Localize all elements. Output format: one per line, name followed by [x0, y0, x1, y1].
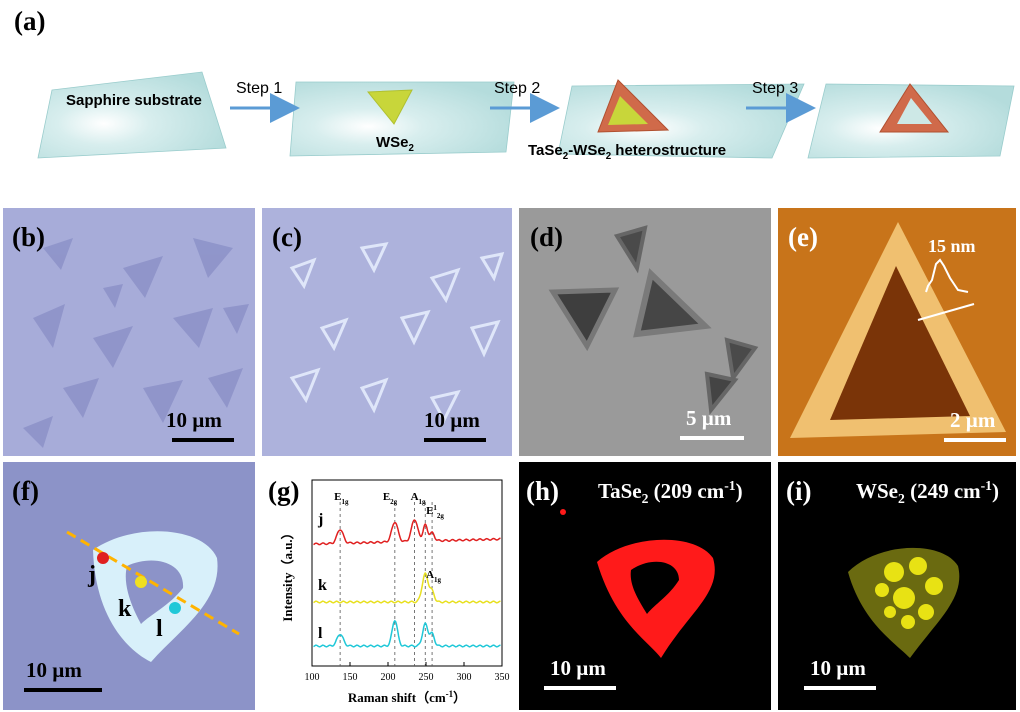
height-profile-line [925, 258, 969, 293]
afm-height-label: 15 nm [928, 236, 976, 256]
point-l-marker [169, 602, 181, 614]
panel-label-g: (g) [268, 476, 300, 506]
point-k-label: k [118, 596, 132, 622]
peak-annotation: E1g [334, 491, 349, 506]
step3-label: Step 3 [752, 80, 799, 97]
step2-label: Step 2 [494, 80, 541, 97]
heterostructure-label: TaSe2-WSe2 heterostructure [528, 142, 727, 162]
wse2-map [848, 547, 960, 658]
scalebar-label-i: 10 µm [810, 656, 866, 680]
scalebar-label-c: 10 µm [424, 408, 480, 432]
scalebar-d [680, 436, 744, 440]
tase2-map [560, 509, 715, 658]
step1-label: Step 1 [236, 80, 283, 97]
panel-b-optical [3, 208, 255, 456]
scalebar-e [944, 438, 1006, 442]
tase2-map-title: TaSe2 (209 cm-1) [598, 478, 743, 507]
panel-label-f: (f) [12, 476, 39, 506]
line-scan-icon [66, 530, 240, 636]
series-j-line [313, 519, 501, 546]
panel-label-d: (d) [530, 222, 563, 252]
panel-i-raman-map [778, 462, 1016, 710]
point-k-marker [135, 576, 147, 588]
panel-label-i: (i) [786, 476, 812, 506]
x-tick-label: 350 [495, 672, 510, 683]
series-label-l: l [318, 625, 323, 642]
scalebar-f [24, 688, 102, 692]
panel-label-c: (c) [272, 222, 302, 252]
scalebar-label-d: 5 µm [686, 406, 732, 430]
peak-annotation: A1g [411, 491, 426, 506]
peak-annotation: E12g [426, 504, 444, 520]
wse2-map-title: WSe2 (249 cm-1) [856, 478, 1000, 507]
scalebar-label-b: 10 µm [166, 408, 222, 432]
panel-label-b: (b) [12, 222, 45, 252]
point-j-marker [97, 552, 109, 564]
panel-h-raman-map [519, 462, 771, 710]
panel-label-h: (h) [526, 476, 559, 506]
scalebar-label-e: 2 µm [950, 408, 996, 432]
panel-label-a: (a) [14, 6, 46, 36]
point-j-label: j [88, 562, 96, 588]
flake-f [66, 530, 240, 662]
scalebar-label-f: 10 µm [26, 658, 82, 682]
series-k-line [313, 571, 501, 604]
flakes-b [23, 238, 249, 448]
plot-frame [311, 479, 503, 667]
afm-image [790, 222, 1006, 438]
raman-chart: 100 150 200 250 300 350 j k l E1g E2g A1gE12gA1… [280, 479, 510, 705]
scalebar-b [172, 438, 234, 442]
x-tick-label: 300 [457, 672, 472, 683]
x-tick-label: 150 [343, 672, 358, 683]
series-l-line [313, 619, 501, 648]
panel-e-afm [778, 208, 1016, 456]
series-label-k: k [318, 577, 327, 594]
scalebar-c [424, 438, 486, 442]
profile-cut-line [917, 303, 975, 321]
x-tick-label: 250 [419, 672, 434, 683]
scalebar-i [804, 686, 876, 690]
point-l-label: l [156, 616, 163, 642]
panel-label-e: (e) [788, 222, 818, 252]
sem-flakes [548, 225, 759, 416]
schematic-diagram [37, 71, 1015, 159]
x-axis-label: Raman shift（cm-1） [348, 689, 466, 705]
flakes-c [289, 242, 505, 424]
peak-annotation: E2g [383, 491, 398, 506]
peak-annotation: A1g [426, 569, 441, 584]
wse2-flake-icon [366, 89, 413, 125]
x-tick-label: 200 [381, 672, 396, 683]
substrate-label: Sapphire substrate [66, 92, 202, 109]
panel-d-sem [519, 208, 771, 456]
panel-f-optical [3, 462, 255, 710]
scalebar-h [544, 686, 616, 690]
substrate-2 [289, 81, 515, 157]
series-label-j: j [317, 511, 323, 528]
wse2-label: WSe2 [376, 134, 414, 154]
scalebar-label-h: 10 µm [550, 656, 606, 680]
panel-c-optical [262, 208, 512, 456]
y-axis-label: Intensity（a.u.） [280, 526, 295, 621]
x-tick-label: 100 [305, 672, 320, 683]
substrate-1 [37, 71, 227, 159]
